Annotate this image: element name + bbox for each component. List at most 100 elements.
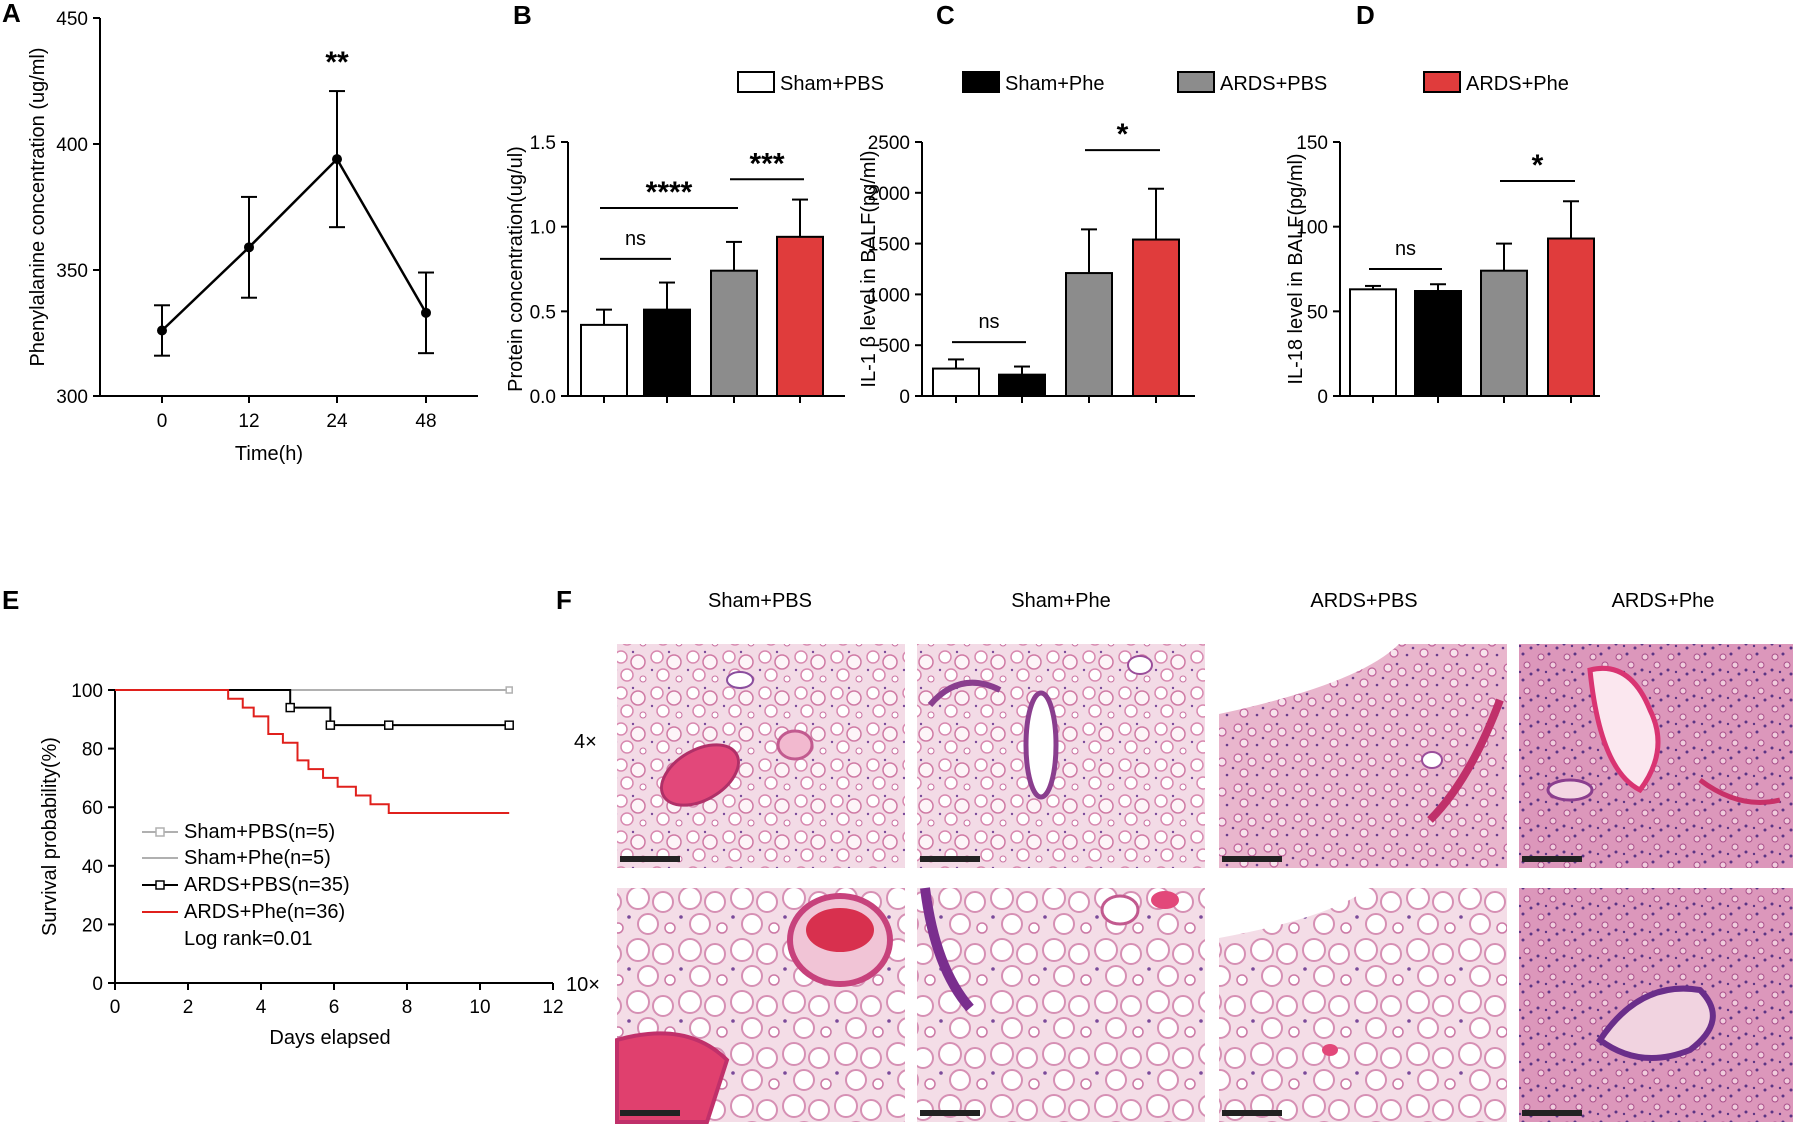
d-y-tick-label: 100 <box>1296 218 1328 239</box>
e-series-line-3 <box>115 689 510 815</box>
histology-image-sham-phe-4x <box>917 644 1205 868</box>
hist-col-title-ards-pbs: ARDS+PBS <box>1310 590 1417 612</box>
e-censor-marker <box>384 720 394 730</box>
legend-swatch-ards-pbs <box>1177 71 1215 93</box>
a-x-tick-label: 24 <box>326 411 348 432</box>
c-bar <box>932 367 980 397</box>
b-bar <box>710 269 758 397</box>
b-y-tick-label: 0.5 <box>530 302 556 323</box>
a-x-axis-label: Time(h) <box>235 443 303 465</box>
panel-letter-d: D <box>1356 0 1375 30</box>
d-bar <box>1547 237 1595 397</box>
d-bar <box>1414 290 1462 397</box>
e-censor-marker <box>285 702 295 713</box>
e-legend-label: Sham+PBS(n=5) <box>184 821 335 843</box>
hist-row-label-10x: 10× <box>566 974 600 996</box>
panel-letter-a: A <box>2 0 21 28</box>
histology-image-sham-pbs-10x <box>615 888 905 1124</box>
panel-letter-f: F <box>556 585 572 615</box>
c-y-tick-label: 1500 <box>868 235 910 256</box>
b-comparison-label: *** <box>749 147 784 180</box>
chart-a-phenylalanine: 300 350 400 450 0 12 24 48 Time(h) Phenylalanine … <box>27 9 478 465</box>
legend-label-ards-pbs: ARDS+PBS <box>1220 73 1327 95</box>
e-x-tick-label: 12 <box>542 997 563 1018</box>
b-y-axis-label: Protein concentration(ug/ul) <box>505 146 527 392</box>
histology-image-ards-phe-4x <box>1519 644 1793 868</box>
e-x-tick-label: 6 <box>329 997 340 1018</box>
histology-image-sham-pbs-4x <box>617 644 905 868</box>
legend-label-sham-phe: Sham+Phe <box>1005 73 1105 95</box>
a-y-tick-label: 300 <box>56 387 88 408</box>
c-y-tick-label: 500 <box>878 336 910 357</box>
hist-col-title-sham-phe: Sham+Phe <box>1011 590 1111 612</box>
d-bar <box>1480 269 1528 397</box>
legend-swatch-ards-phe <box>1423 71 1461 93</box>
histology-image-ards-pbs-4x <box>1219 644 1507 868</box>
c-y-tick-label: 2000 <box>868 184 910 205</box>
b-y-tick-label: 0.0 <box>530 387 556 408</box>
histology-image-ards-phe-10x <box>1519 888 1793 1122</box>
a-x-tick-label: 12 <box>238 411 259 432</box>
a-x-tick-label: 0 <box>157 411 168 432</box>
a-data-point <box>157 325 167 336</box>
d-bar <box>1349 288 1397 398</box>
b-bar <box>776 235 824 397</box>
e-censor-marker <box>325 720 336 730</box>
chart-e-survival: 0 20 40 60 80 100 0 2 4 6 8 10 12 Days elapsed Surviva… <box>39 681 564 1049</box>
a-data-point <box>244 242 254 253</box>
e-y-tick-label: 0 <box>92 974 103 995</box>
b-comparison-label: ns <box>625 228 646 250</box>
legend-swatch-sham-pbs <box>737 71 775 93</box>
panel-letter-b: B <box>513 0 532 30</box>
e-series-line-2 <box>115 689 510 727</box>
e-legend-marker <box>155 880 165 890</box>
c-y-tick-label: 2500 <box>868 133 910 154</box>
c-y-tick-label: 0 <box>899 387 910 408</box>
histology-image-sham-phe-10x <box>917 887 1205 1122</box>
b-comparison-label: **** <box>646 176 693 209</box>
e-censor-marker <box>504 720 514 730</box>
e-y-tick-label: 40 <box>82 857 103 878</box>
e-log-rank-note: Log rank=0.01 <box>184 928 312 950</box>
e-legend-label: Sham+Phe(n=5) <box>184 847 331 869</box>
c-comparison-label: ns <box>978 311 999 333</box>
hist-row-label-4x: 4× <box>574 731 597 753</box>
legend-swatch-sham-phe <box>962 71 1000 93</box>
d-comparison-label: ns <box>1395 238 1416 260</box>
e-y-tick-label: 20 <box>82 915 103 936</box>
e-x-tick-label: 0 <box>110 997 121 1018</box>
bar-legend: Sham+PBS Sham+Phe ARDS+PBS ARDS+Phe <box>737 71 1569 95</box>
b-y-tick-label: 1.5 <box>530 133 556 154</box>
a-significance-label: ** <box>325 46 349 79</box>
c-bar <box>998 373 1046 398</box>
b-y-tick-label: 1.0 <box>530 218 556 239</box>
e-legend-marker <box>155 827 165 837</box>
a-series-line <box>161 157 428 332</box>
e-legend-label: ARDS+PBS(n=35) <box>184 874 350 896</box>
a-y-axis-label: Phenylalanine concentration (ug/ml) <box>27 47 49 366</box>
legend-label-sham-pbs: Sham+PBS <box>780 73 884 95</box>
b-bar <box>643 308 691 398</box>
panel-letter-c: C <box>936 0 955 30</box>
histology-panel: Sham+PBS Sham+Phe ARDS+PBS ARDS+Phe 4× 1… <box>566 590 1793 1124</box>
a-data-point <box>421 307 431 318</box>
legend-label-ards-phe: ARDS+Phe <box>1466 73 1569 95</box>
c-y-tick-label: 1000 <box>868 285 910 306</box>
d-y-axis-label: IL-18 level in BALF(pg/ml) <box>1285 153 1307 384</box>
e-x-tick-label: 2 <box>183 997 194 1018</box>
c-comparison-label: * <box>1117 118 1129 151</box>
c-y-axis-label: IL-1 β level in BALF(pg/ml) <box>858 150 880 387</box>
c-bar <box>1132 238 1180 397</box>
e-y-tick-label: 60 <box>82 798 103 819</box>
e-y-tick-label: 80 <box>82 740 103 761</box>
d-y-tick-label: 150 <box>1296 133 1328 154</box>
e-censor-marker <box>505 686 513 694</box>
a-y-tick-label: 450 <box>56 9 88 30</box>
d-y-tick-label: 0 <box>1317 387 1328 408</box>
c-bar <box>1065 272 1113 397</box>
e-x-tick-label: 4 <box>256 997 267 1018</box>
